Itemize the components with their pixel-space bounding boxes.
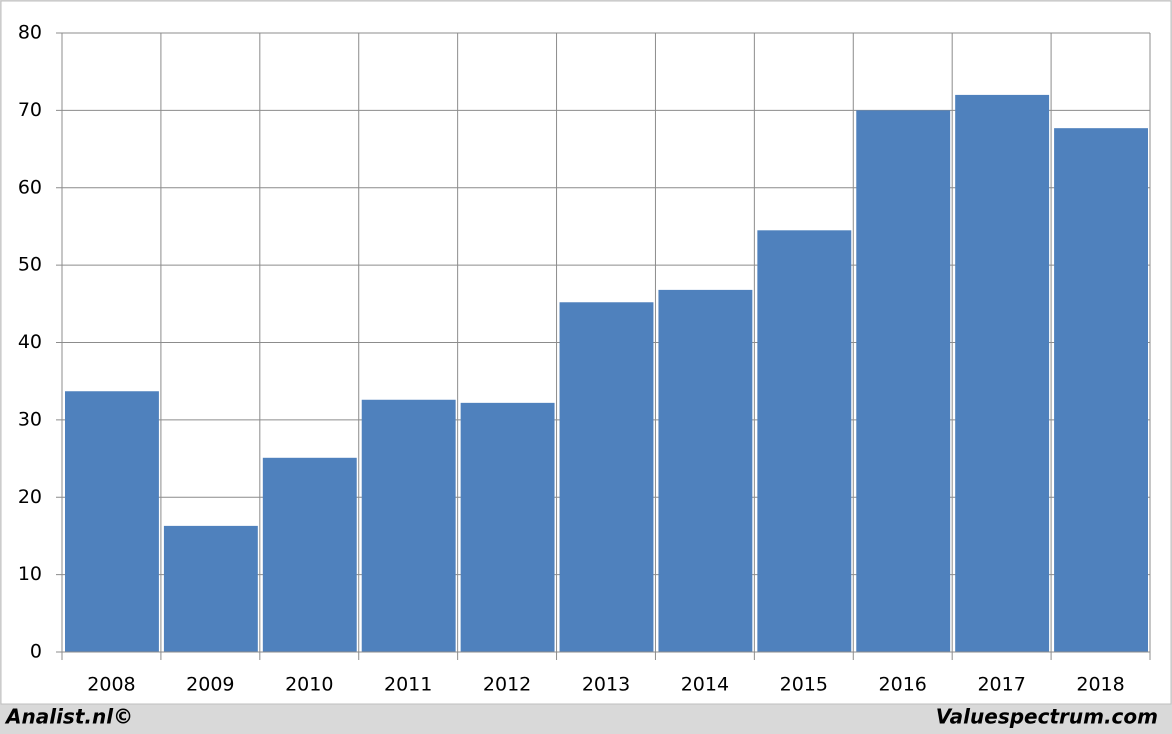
bar [757, 230, 852, 652]
y-tick-label: 10 [18, 563, 42, 585]
x-tick-label: 2012 [483, 674, 531, 696]
y-tick-label: 40 [18, 331, 42, 353]
footer-left: Analist.nl© [4, 705, 133, 729]
x-tick-label: 2017 [977, 674, 1025, 696]
x-tick-label: 2016 [879, 674, 927, 696]
bar [163, 525, 258, 652]
x-tick-label: 2015 [780, 674, 828, 696]
x-tick-label: 2010 [285, 674, 333, 696]
y-tick-label: 60 [18, 176, 42, 198]
x-tick-label: 2008 [87, 674, 135, 696]
bar [460, 402, 555, 652]
y-tick-label: 30 [18, 408, 42, 430]
bar [658, 289, 753, 652]
x-tick-label: 2011 [384, 674, 432, 696]
footer-right: Valuespectrum.com [936, 705, 1158, 729]
y-tick-label: 50 [18, 254, 42, 276]
y-tick-label: 80 [18, 22, 42, 44]
y-tick-label: 20 [18, 486, 42, 508]
x-tick-label: 2014 [681, 674, 729, 696]
bar [361, 399, 456, 652]
bar [559, 302, 654, 652]
y-tick-label: 0 [30, 641, 42, 663]
bar [65, 391, 159, 652]
bar [955, 94, 1050, 652]
x-tick-label: 2009 [186, 674, 234, 696]
x-tick-label: 2018 [1076, 674, 1124, 696]
bar [856, 110, 951, 652]
bar [1054, 128, 1148, 652]
y-tick-label: 70 [18, 99, 42, 121]
bar [262, 457, 357, 652]
x-tick-label: 2013 [582, 674, 630, 696]
